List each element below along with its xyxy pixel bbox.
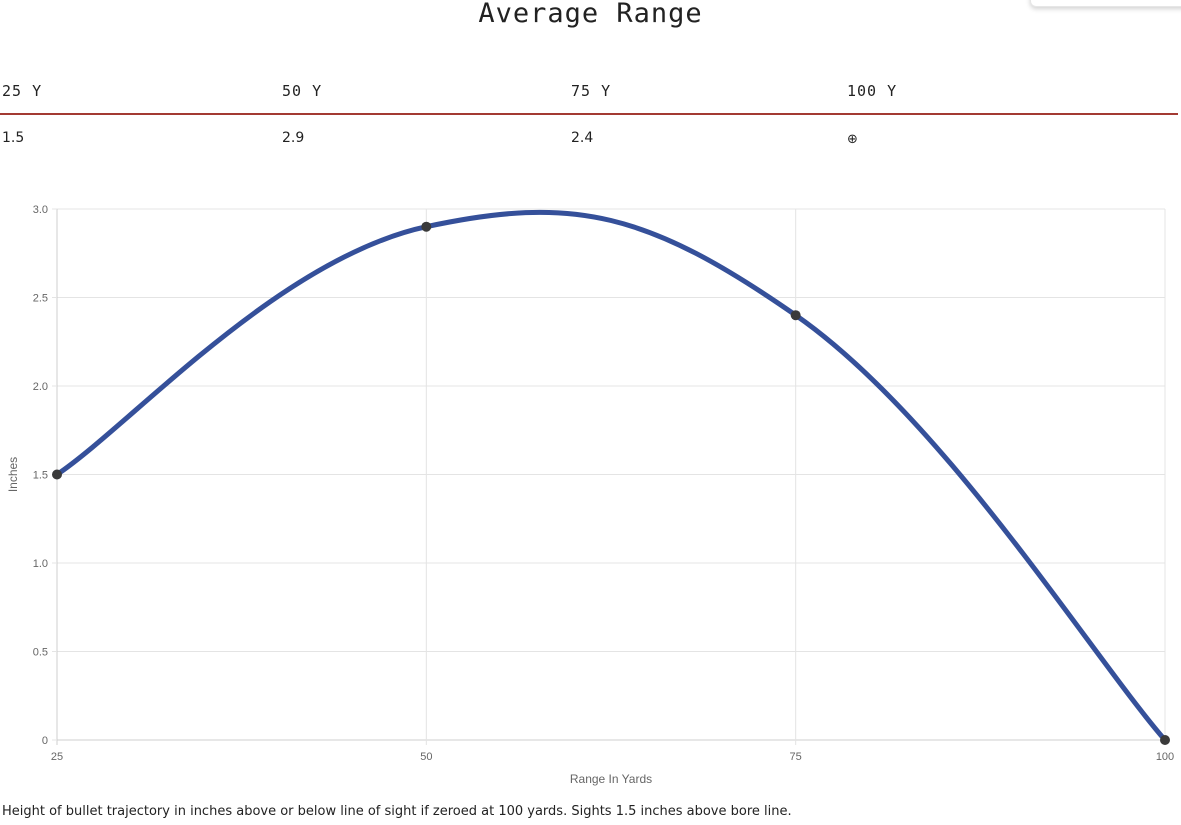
chart-labels: 0 0.5 1.0 1.5 2.0 2.5 3.0 25 50 75 100 Range In Yar… [6,204,1174,786]
x-tick-label: 75 [790,751,802,763]
data-point [1160,735,1170,745]
chart-grid [56,208,1166,745]
y-tick-label: 2.5 [33,293,48,305]
data-point [790,310,801,321]
range-table-header: 25 Y 50 Y 75 Y 100 Y [0,82,1181,104]
y-tick-label: 1.0 [33,558,48,570]
range-header-75: 75 Y [571,82,612,100]
data-point [52,469,62,480]
chart-axes [52,208,57,741]
trajectory-series-line [54,209,1168,743]
trajectory-line-chart: 0 0.5 1.0 1.5 2.0 2.5 3.0 25 50 75 100 Range In Yar… [6,204,1174,786]
y-tick-label: 2.0 [33,381,48,393]
range-value-50: 2.9 [282,130,305,146]
table-divider [0,113,1178,115]
y-tick-label: 3.0 [33,204,48,216]
y-tick-label: 0.5 [33,647,48,659]
chart-title: Average Range [478,0,703,29]
x-axis-label: Range In Yards [570,772,652,786]
zero-crosshair-icon: ⊕ [847,132,858,147]
corner-popup-card [1030,0,1181,7]
x-tick-label: 50 [420,751,432,763]
range-value-75: 2.4 [571,130,594,146]
chart-caption: Height of bullet trajectory in inches ab… [2,804,792,819]
y-tick-label: 0 [42,735,48,747]
range-header-25: 25 Y [2,82,43,100]
y-tick-label: 1.5 [33,470,48,482]
x-tick-label: 100 [1156,751,1174,763]
range-header-100: 100 Y [847,82,898,100]
chart-series [52,209,1170,745]
range-table-values: 1.5 2.9 2.4 ⊕ [0,130,1181,152]
x-tick-label: 25 [51,751,63,763]
range-header-50: 50 Y [282,82,323,100]
y-axis-label: Inches [6,457,20,492]
range-value-25: 1.5 [2,130,25,146]
data-point [421,221,432,232]
